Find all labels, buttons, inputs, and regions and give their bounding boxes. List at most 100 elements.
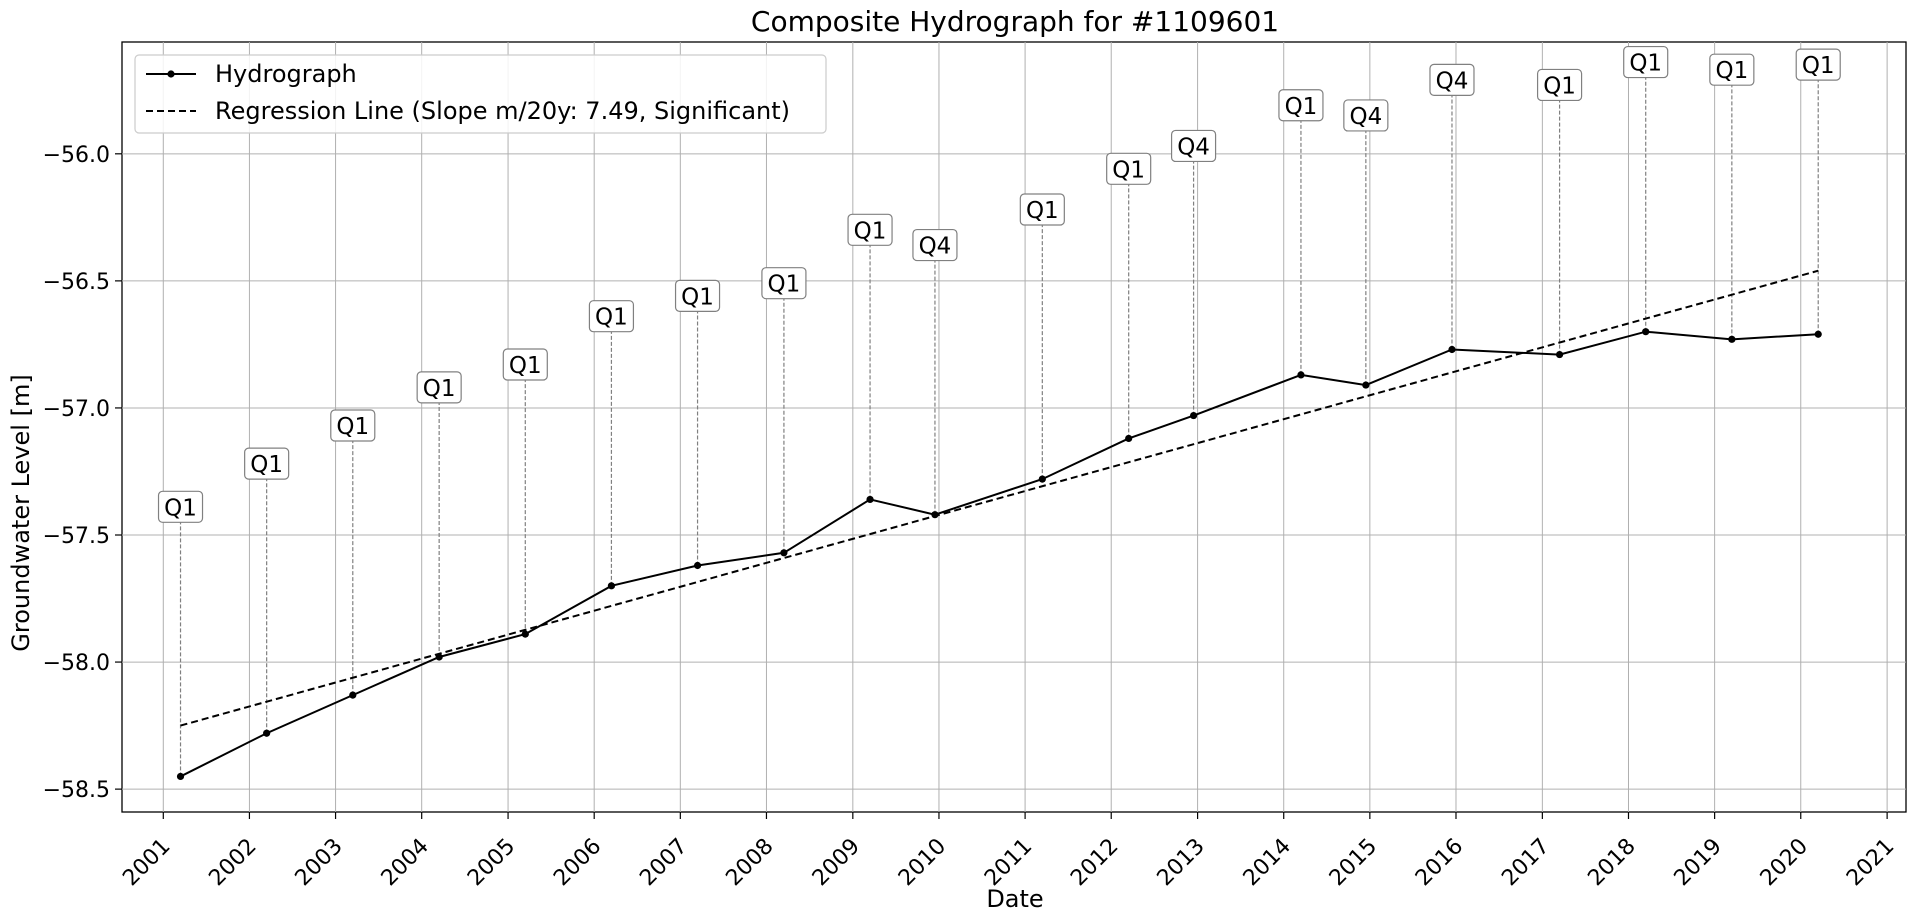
quarter-label-box	[1623, 45, 1669, 79]
quarter-label: Q1	[509, 353, 542, 379]
x-tick-label: 2018	[1583, 834, 1640, 891]
x-tick-label: 2010	[894, 834, 951, 891]
hydrograph-point	[263, 729, 271, 737]
hydrograph-point	[1038, 475, 1046, 483]
grid-lines	[122, 42, 1906, 812]
hydrograph-line	[180, 330, 1819, 778]
quarter-label-box	[1170, 129, 1217, 163]
quarter-label-box	[1429, 63, 1475, 96]
hydrograph-point	[1125, 434, 1133, 443]
hydrograph-point	[1297, 371, 1305, 379]
x-tick-label: 2002	[204, 834, 261, 891]
quarter-drop-lines	[179, 77, 1819, 777]
x-tick-label: 2016	[1411, 834, 1468, 891]
x-tick-label: 2019	[1670, 834, 1727, 891]
quarter-label: Q1	[423, 376, 456, 402]
quarter-label-box	[912, 228, 958, 262]
y-tick-label: −57.5	[43, 524, 110, 549]
hydrograph-point	[866, 495, 874, 504]
quarter-label: Q1	[164, 495, 197, 521]
quarter-label: Q1	[1285, 94, 1318, 120]
x-axis-label: Date	[986, 885, 1043, 913]
x-tick-label: 2006	[549, 834, 606, 891]
quarter-label-box	[1709, 53, 1755, 86]
quarter-label: Q1	[1715, 58, 1748, 84]
y-axis-label: Groundwater Level [m]	[7, 374, 35, 651]
legend-regression-label: Regression Line (Slope m/20y: 7.49, Sign…	[215, 97, 790, 125]
plot-frame	[121, 41, 1907, 813]
quarter-label: Q1	[1629, 51, 1662, 77]
quarter-label: Q1	[1026, 198, 1059, 224]
plot-area: Q1 Q1 Q1 Q1 Q1 Q1 Q1 Q1 Q1 Q4 Q1 Q1 Q4 Q1 Q4 Q4 Q1 Q1 Q1 Q1	[121, 41, 1907, 813]
hydrograph-point	[1814, 330, 1822, 338]
x-tick-label: 2017	[1497, 834, 1554, 891]
hydrograph-point	[780, 549, 788, 557]
quarter-label: Q1	[1112, 157, 1145, 183]
quarter-annotations: Q1 Q1 Q1 Q1 Q1 Q1 Q1 Q1 Q1 Q4 Q1 Q1 Q4 Q1 Q4 Q4 Q1 Q1 Q1 Q1	[157, 45, 1841, 523]
hydrograph-point	[1555, 350, 1564, 359]
quarter-label: Q4	[1349, 104, 1382, 130]
legend-hydrograph-marker	[167, 70, 175, 78]
quarter-label: Q1	[595, 305, 628, 331]
hydrograph-point	[693, 561, 702, 570]
quarter-label-box	[1106, 152, 1152, 185]
x-tick-label: 2003	[291, 834, 348, 891]
quarter-label-box	[1019, 193, 1065, 226]
y-tick-label: −58.0	[43, 651, 110, 676]
quarter-label-box	[761, 267, 807, 300]
quarter-label: Q1	[1802, 53, 1835, 79]
hydrograph-point	[607, 582, 616, 590]
quarter-label-box	[1536, 68, 1583, 102]
quarter-label: Q1	[681, 284, 714, 310]
hydrograph-point	[521, 630, 529, 638]
chart-title: Composite Hydrograph for #1109601	[751, 5, 1279, 38]
x-tick-label: 2009	[808, 834, 865, 891]
x-tick-label: 2001	[118, 834, 175, 891]
x-tick-label: 2012	[1066, 834, 1123, 891]
legend: Hydrograph Regression Line (Slope m/20y: …	[134, 54, 827, 134]
y-tick-label: −56.0	[43, 143, 110, 168]
hydrograph-point	[1728, 335, 1736, 343]
quarter-label-box	[416, 371, 462, 404]
legend-hydrograph-label: Hydrograph	[215, 60, 357, 88]
quarter-label-box	[502, 348, 548, 381]
hydrograph-point	[1362, 381, 1370, 389]
x-tick-label: 2008	[721, 834, 778, 891]
quarter-label-box	[674, 279, 721, 312]
hydrograph-point	[435, 653, 443, 661]
quarter-label-box	[330, 409, 376, 442]
quarter-label: Q4	[919, 234, 952, 260]
x-tick-label: 2011	[980, 834, 1037, 891]
x-tick-label: 2015	[1325, 834, 1382, 891]
x-tick-label: 2005	[463, 834, 520, 891]
quarter-label-box	[847, 213, 893, 246]
quarter-label: Q1	[250, 452, 283, 478]
quarter-label-box	[157, 490, 204, 523]
x-axis-ticks: 2001 2002 2003 2004 2005 2006 2007 2008 2009 2010…	[118, 812, 1899, 891]
y-axis-ticks: −56.0 −56.5 −57.0 −57.5 −58.0 −58.5	[43, 143, 122, 803]
quarter-label-box	[244, 447, 290, 480]
quarter-label: Q1	[768, 272, 801, 298]
quarter-label: Q1	[336, 414, 369, 440]
x-tick-label: 2020	[1756, 834, 1813, 891]
hydrograph-point	[1642, 328, 1650, 336]
quarter-label-box	[1278, 89, 1324, 122]
quarter-label: Q1	[1543, 73, 1576, 99]
quarter-label: Q4	[1436, 68, 1469, 94]
quarter-label-box	[1795, 48, 1841, 81]
quarter-label-box	[1343, 99, 1389, 132]
hydrograph-point	[931, 511, 939, 519]
x-tick-label: 2021	[1842, 834, 1899, 891]
x-tick-label: 2013	[1153, 834, 1210, 891]
y-tick-label: −56.5	[43, 270, 110, 295]
hydrograph-point	[1189, 411, 1198, 420]
hydrograph-point	[349, 691, 357, 699]
legend-frame	[134, 54, 827, 134]
y-tick-label: −58.5	[43, 778, 110, 803]
quarter-label: Q1	[854, 218, 887, 244]
x-tick-label: 2014	[1239, 834, 1296, 891]
hydrograph-point	[176, 772, 185, 781]
x-tick-label: 2007	[635, 834, 692, 891]
regression-line	[180, 269, 1819, 727]
